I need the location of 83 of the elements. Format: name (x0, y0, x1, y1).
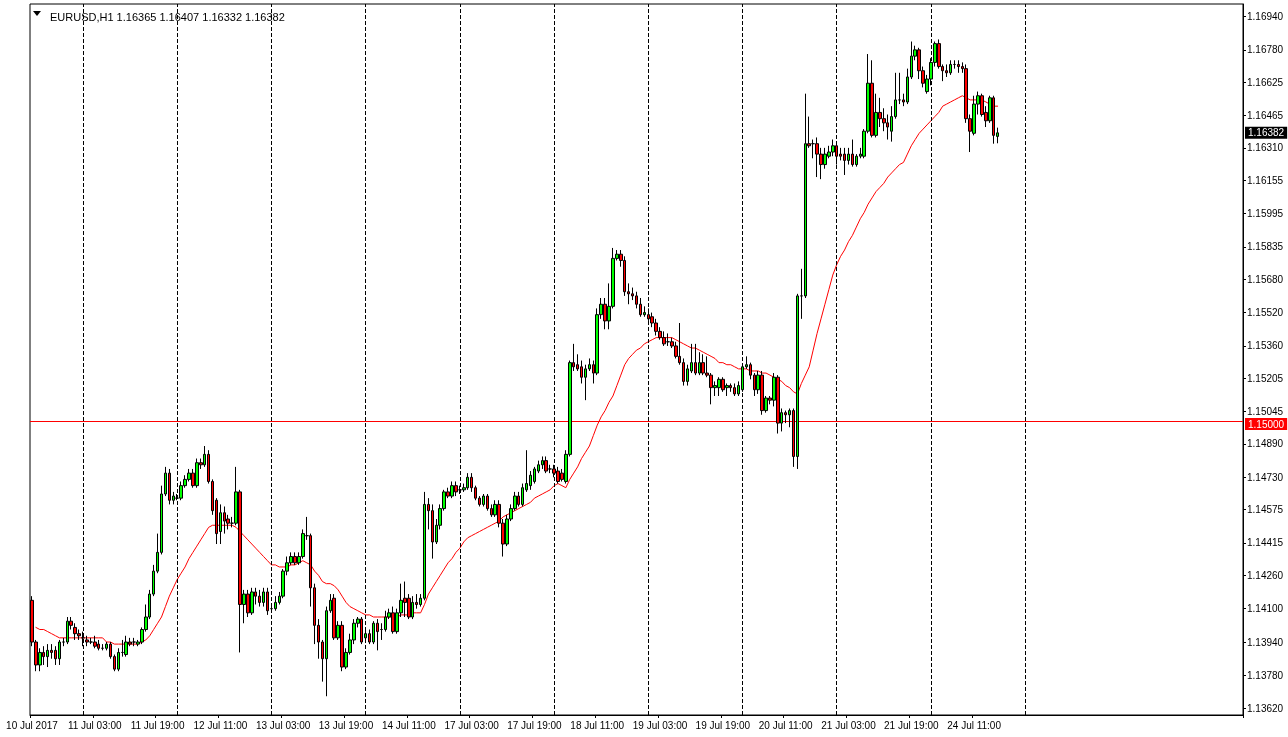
x-tick-label: 11 Jul 03:00 (67, 719, 123, 731)
y-tick-label: 1.14730 (1247, 471, 1284, 483)
candlestick (815, 136, 819, 178)
candlestick (293, 551, 297, 566)
candlestick (411, 595, 414, 620)
x-tick-label: 19 Jul 19:00 (695, 719, 751, 731)
candlestick (843, 147, 846, 176)
y-tick-label: 1.16625 (1247, 76, 1284, 88)
candlestick (258, 589, 261, 608)
candlestick (898, 72, 901, 105)
y-tick-label: 1.14415 (1247, 537, 1284, 549)
y-tick-label: 1.15995 (1247, 208, 1284, 220)
y-tick-label: 1.13620 (1247, 703, 1284, 715)
candlestick (454, 480, 458, 497)
candlestick (662, 330, 666, 347)
text: 1.16382 (1248, 127, 1285, 139)
candlestick (66, 616, 69, 645)
y-tick-label: 1.16780 (1247, 44, 1284, 56)
candlestick (46, 643, 49, 668)
y-tick-label: 1.13780 (1247, 669, 1284, 681)
x-tick-label: 20 Jul 11:00 (758, 719, 813, 731)
x-tick-label: 13 Jul 19:00 (318, 719, 374, 731)
y-tick-label: 1.16465 (1247, 110, 1284, 122)
candlestick (760, 370, 764, 416)
y-tick-label: 1.15835 (1247, 241, 1284, 253)
candlestick (58, 639, 61, 666)
candlestick (360, 616, 363, 645)
y-tick-label: 1.15680 (1247, 273, 1284, 285)
candlestick (250, 587, 254, 616)
candlestick (124, 635, 128, 658)
ref-line-label: 1.15000 (1248, 418, 1285, 430)
x-tick-label: 21 Jul 19:00 (884, 719, 939, 731)
y-tick-label: 1.15520 (1247, 307, 1284, 319)
candlestick (195, 458, 199, 489)
candlestick (403, 581, 407, 618)
candlestick (274, 595, 277, 612)
x-tick-label: 21 Jul 03:00 (821, 719, 877, 731)
candlestick (117, 647, 120, 672)
y-tick-label: 1.15360 (1247, 340, 1284, 352)
candlestick (332, 593, 336, 641)
y-tick-label: 1.16940 (1247, 11, 1284, 23)
x-tick-label: 19 Jul 03:00 (632, 719, 688, 731)
candlestick (949, 59, 952, 76)
candlestick (544, 455, 548, 474)
x-tick-label: 13 Jul 03:00 (255, 719, 311, 731)
y-tick-label: 1.16310 (1247, 142, 1284, 154)
candlestick (466, 472, 469, 491)
candlestick (717, 376, 721, 397)
candlestick (391, 606, 395, 635)
y-tick-label: 1.14575 (1247, 504, 1284, 516)
y-tick-label: 1.14260 (1247, 569, 1284, 581)
candlestick (666, 332, 670, 347)
x-tick-label: 12 Jul 11:00 (193, 719, 248, 731)
x-tick-label: 14 Jul 11:00 (381, 719, 437, 731)
candlestick (482, 493, 485, 507)
y-tick-label: 1.13940 (1247, 636, 1284, 648)
candlestick (851, 139, 854, 168)
y-tick-label: 1.14100 (1247, 603, 1284, 615)
x-tick-label: 10 Jul 2017 (6, 719, 59, 731)
candlestick (957, 59, 960, 74)
candlestick (701, 353, 705, 376)
x-tick-label: 17 Jul 03:00 (444, 719, 500, 731)
y-tick-label: 1.15205 (1247, 372, 1284, 384)
candlestick (450, 480, 454, 499)
x-tick-label: 24 Jul 11:00 (947, 719, 1002, 731)
candlestick (168, 468, 171, 505)
x-tick-label: 11 Jul 19:00 (130, 719, 185, 731)
candlestick (266, 587, 269, 616)
candlestick (340, 620, 344, 672)
x-tick-label: 17 Jul 19:00 (507, 719, 563, 731)
candlestick (121, 639, 124, 658)
y-tick-label: 1.15045 (1247, 406, 1284, 418)
candlestick (694, 343, 697, 376)
candlestick (729, 382, 732, 393)
y-tick-label: 1.16155 (1247, 174, 1284, 186)
candlestick (721, 376, 725, 393)
candlestick (733, 382, 736, 397)
y-tick-label: 1.14890 (1247, 438, 1284, 450)
x-tick-label: 18 Jul 11:00 (570, 719, 625, 731)
text: EURUSD,H1 1.16365 1.16407 1.16332 1.16382 (50, 10, 285, 23)
candlestick (541, 455, 544, 470)
candlestick (796, 293, 799, 470)
candlestick (945, 63, 948, 78)
